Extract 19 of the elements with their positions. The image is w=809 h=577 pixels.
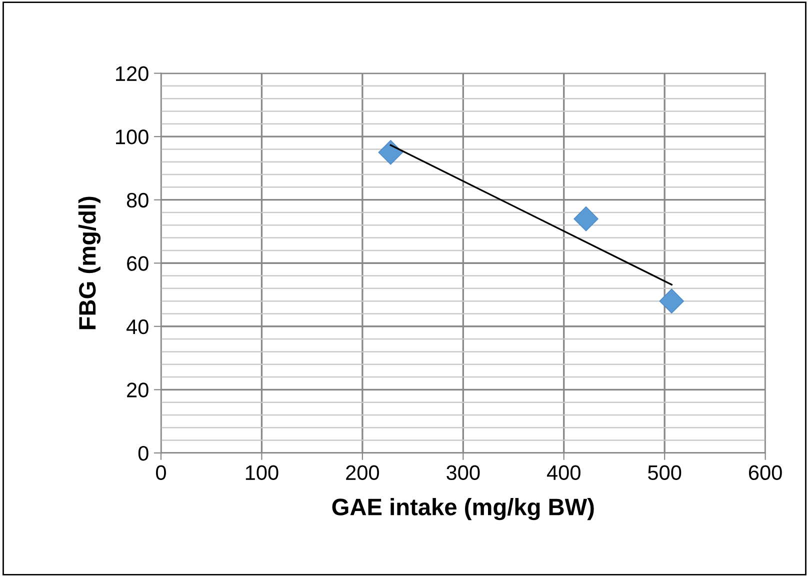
y-tick-label: 20 bbox=[127, 382, 148, 398]
x-tick-label: 600 bbox=[748, 465, 782, 480]
point bbox=[378, 140, 404, 165]
point bbox=[659, 288, 684, 314]
y-tick-label: 60 bbox=[127, 256, 148, 271]
point bbox=[574, 206, 598, 232]
x-axis-title: GAE intake (mg/kg BW) bbox=[332, 498, 594, 520]
x-tick-label: 400 bbox=[546, 465, 580, 480]
y-tick-label: 0 bbox=[138, 446, 148, 461]
x-tick-label: 300 bbox=[446, 465, 480, 480]
y-tick-label: 100 bbox=[116, 130, 148, 144]
y-tick-label: 120 bbox=[116, 66, 148, 82]
x-tick-label: 0 bbox=[156, 465, 166, 480]
x-tick-label: 200 bbox=[346, 465, 379, 480]
x-tick-label: 500 bbox=[648, 465, 682, 480]
x-tick-label: 100 bbox=[246, 465, 278, 480]
y-tick-label: 40 bbox=[126, 319, 148, 334]
y-axis-title: FBG (mg/dl) bbox=[78, 196, 101, 330]
y-tick-label: 80 bbox=[126, 192, 148, 208]
